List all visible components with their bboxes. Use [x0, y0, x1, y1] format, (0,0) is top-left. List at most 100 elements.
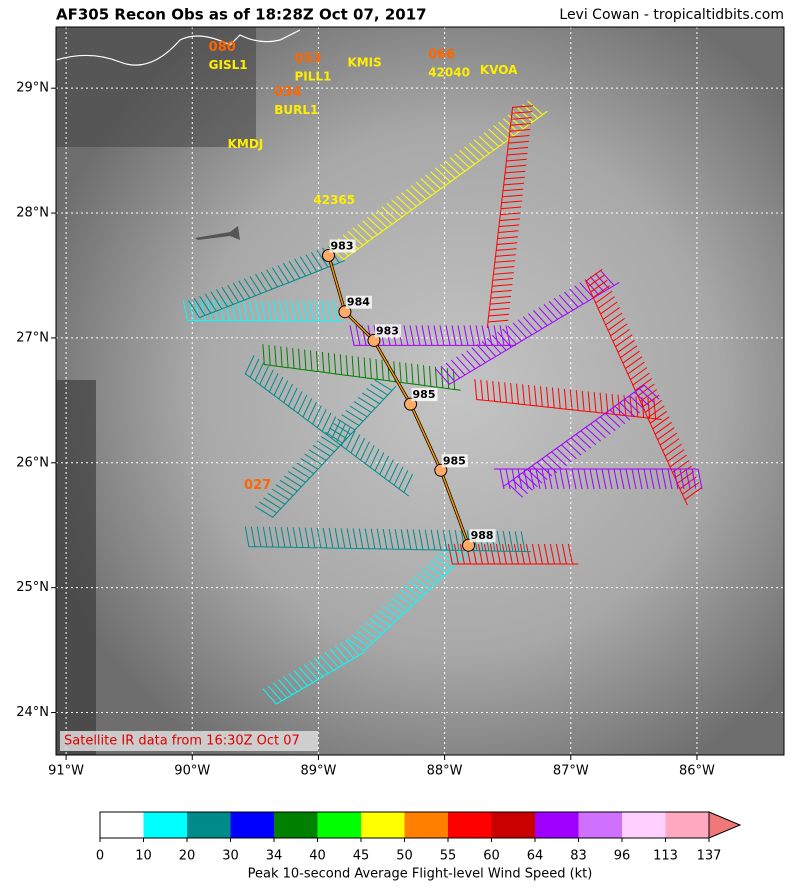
wind-barbs — [244, 355, 414, 497]
colorbar-tick-label: 30 — [222, 849, 239, 864]
wind-barbs — [255, 379, 397, 518]
fix-label-box — [345, 295, 372, 309]
colorbar-tick-label: 64 — [527, 849, 544, 864]
x-tick-label: 87°W — [553, 764, 589, 779]
y-tick-label: 27°N — [16, 330, 49, 345]
fix-pressure: 984 — [347, 296, 370, 309]
station-name: PILL1 — [294, 69, 331, 83]
station-name: KMIS — [347, 56, 381, 70]
station-name: GISL1 — [209, 58, 248, 72]
colorbar-segment — [491, 812, 535, 838]
coastline — [56, 29, 301, 66]
fix-label-box — [411, 388, 438, 402]
colorbar: 0 10 20 30 34 40 45 50 55 60 64 83 96 113 137 — [96, 811, 742, 864]
colorbar-segment — [317, 812, 361, 838]
flight-legs — [182, 100, 703, 705]
colorbar-segment — [100, 812, 144, 838]
center-track — [327, 255, 470, 546]
wind-barbs — [262, 344, 461, 391]
station-value: 027 — [244, 478, 271, 493]
fix-label-box — [329, 239, 356, 253]
colorbar-segment — [622, 812, 666, 838]
aircraft-icon — [195, 226, 240, 240]
colorbar-tick-label: 96 — [614, 849, 631, 864]
station-name: KVOA — [480, 63, 518, 77]
colorbar-tick-label: 60 — [483, 849, 500, 864]
fix-pressure: 985 — [443, 454, 466, 467]
title: AF305 Recon Obs as of 18:28Z Oct 07, 201… — [56, 6, 427, 24]
y-tick-label: 28°N — [16, 206, 49, 221]
map-area: GISL1 080 PILL1 053 KMIS 42040 066 KVOA BURL1 034… — [56, 27, 784, 755]
colorbar-tick-label: 40 — [309, 849, 326, 864]
colorbar-segment — [535, 812, 579, 838]
map-frame — [55, 26, 785, 756]
y-tick-label: 25°N — [16, 580, 49, 595]
axes: 91°W 90°W 89°W 88°W 87°W 86°W 24°N 25°N 26°N 27°N… — [16, 81, 715, 779]
colorbar-segment — [187, 812, 231, 838]
x-tick-label: 89°W — [300, 764, 336, 779]
wind-barbs — [474, 379, 662, 420]
y-tick-label: 29°N — [16, 81, 49, 96]
station-name: KMDJ — [228, 137, 264, 151]
colorbar-extension — [708, 811, 742, 839]
center-fixes: 983 984 983 985 985 988 — [322, 239, 496, 552]
wind-barbs — [486, 105, 533, 329]
colorbar-segment — [665, 812, 709, 838]
colorbar-tick-label: 34 — [266, 849, 283, 864]
fix-pressure: 985 — [413, 388, 436, 401]
wind-barbs — [447, 543, 579, 565]
caption: Satellite IR data from 16:30Z Oct 07 — [64, 734, 300, 749]
wind-barbs — [585, 268, 702, 506]
wind-barbs — [435, 270, 620, 385]
colorbar-tick-label: 83 — [570, 849, 587, 864]
fix-label-box — [374, 324, 401, 338]
fix-pressure: 983 — [331, 240, 354, 253]
colorbar-tick-label: 45 — [353, 849, 370, 864]
y-tick-label: 26°N — [16, 455, 49, 470]
colorbar-tick-label: 20 — [179, 849, 196, 864]
colorbar-tick-label: 0 — [96, 849, 104, 864]
x-tick-label: 88°W — [427, 764, 463, 779]
y-tick-label: 24°N — [16, 705, 49, 720]
colorbar-tick-label: 137 — [697, 849, 722, 864]
x-tick-label: 90°W — [174, 764, 210, 779]
station-name: 42365 — [313, 193, 355, 207]
station-value: 066 — [428, 48, 455, 63]
colorbar-segment — [404, 812, 448, 838]
wind-barbs — [328, 100, 548, 261]
colorbar-segment — [448, 812, 492, 838]
colorbar-tick-label: 10 — [135, 849, 152, 864]
fix-label-box — [441, 454, 468, 468]
colorbar-segment — [230, 812, 274, 838]
station-value: 053 — [294, 51, 321, 66]
colorbar-tick-label: 50 — [396, 849, 413, 864]
colorbar-segment — [274, 812, 318, 838]
dark-edge — [56, 380, 96, 755]
station-value: 034 — [274, 85, 301, 100]
caption-box — [60, 731, 318, 751]
wind-barbs — [494, 468, 703, 490]
colorbar-segment — [361, 812, 405, 838]
wind-barbs — [188, 245, 345, 319]
colorbar-segment — [143, 812, 187, 838]
x-tick-label: 91°W — [48, 764, 84, 779]
station-name: BURL1 — [274, 103, 318, 117]
stations: GISL1 080 PILL1 053 KMIS 42040 066 KVOA BURL1 034… — [209, 40, 519, 493]
grid — [56, 27, 784, 755]
wind-barbs — [502, 384, 660, 498]
station-value: 080 — [209, 40, 236, 55]
wind-barbs — [182, 300, 344, 321]
credit: Levi Cowan - tropicaltidbits.com — [559, 7, 784, 23]
colorbar-label: Peak 10-second Average Flight-level Wind… — [248, 867, 593, 882]
fix-label-box — [469, 529, 496, 543]
x-tick-label: 86°W — [679, 764, 715, 779]
colorbar-tick-label: 55 — [440, 849, 457, 864]
dark-cloudfree — [56, 27, 256, 147]
colorbar-segment — [578, 812, 622, 838]
station-name: 42040 — [428, 66, 470, 80]
fix-pressure: 983 — [376, 324, 399, 337]
colorbar-tick-label: 113 — [653, 849, 678, 864]
fix-pressure: 988 — [471, 529, 494, 542]
wind-barbs — [262, 639, 365, 705]
